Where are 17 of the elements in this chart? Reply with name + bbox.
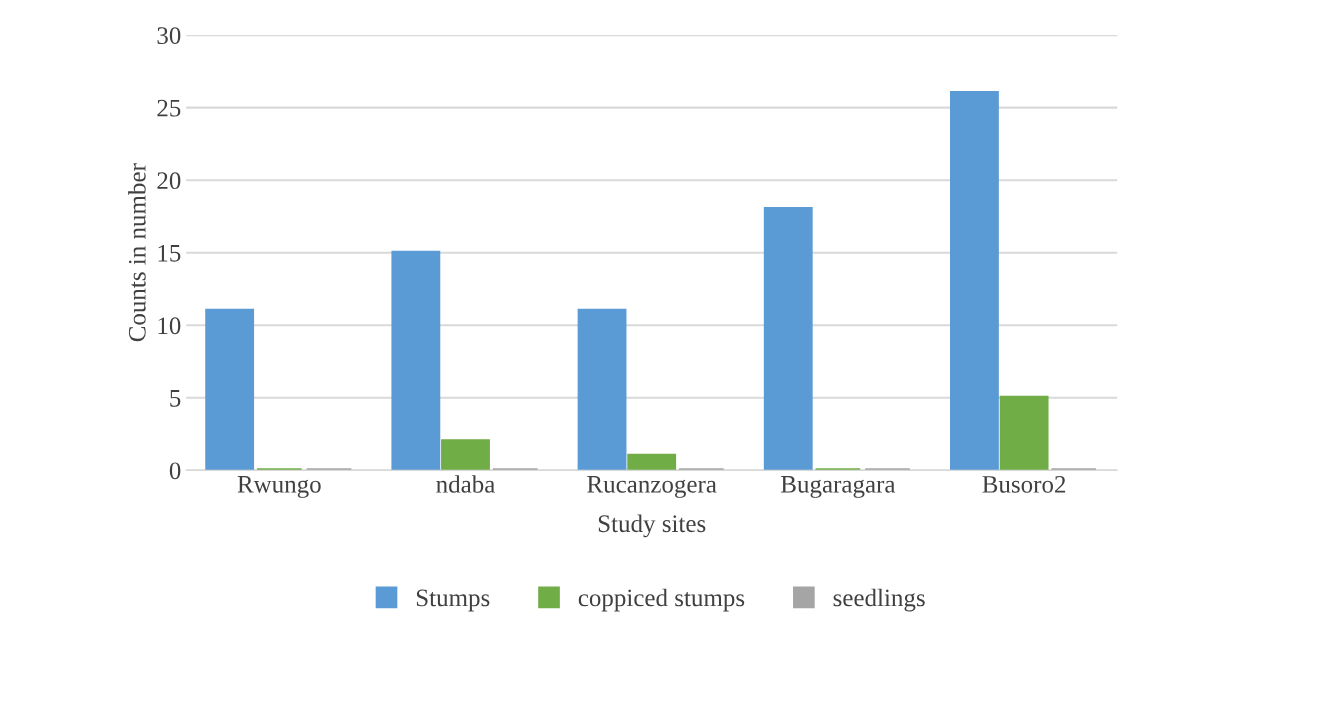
- x-axis-title: Study sites: [598, 514, 706, 538]
- y-tick-label: 20: [157, 172, 181, 190]
- x-tick-label: ndaba: [436, 475, 495, 493]
- y-tick-label: 5: [170, 390, 181, 407]
- y-axis-title: Counts in number: [128, 163, 146, 342]
- y-tick-label: 25: [157, 99, 181, 117]
- x-tick-label: Rwungo: [237, 476, 321, 498]
- x-tick-label: Rucanzogera: [587, 476, 717, 498]
- x-tick-label: Busoro2: [982, 475, 1066, 493]
- y-tick-label: 15: [158, 244, 181, 262]
- y-tick-label: 30: [157, 27, 181, 45]
- legend-label: coppiced stumps: [578, 588, 745, 612]
- y-tick-label: 0: [169, 462, 181, 480]
- y-tick-label: 10: [158, 317, 181, 335]
- x-tick-label: Bugaragara: [781, 476, 896, 498]
- legend-label: seedlings: [833, 588, 925, 612]
- legend-label: Stumps: [416, 589, 490, 612]
